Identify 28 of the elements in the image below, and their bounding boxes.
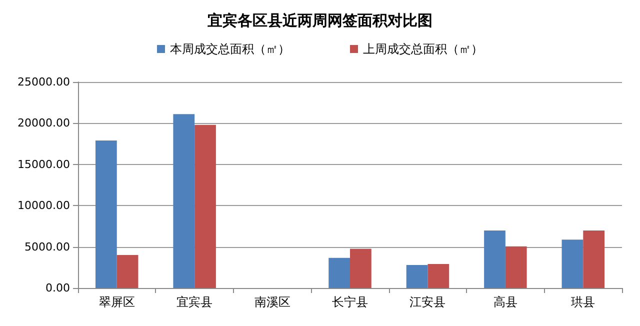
x-tick-label: 南溪区	[254, 295, 290, 309]
x-tick-label: 江安县	[410, 295, 446, 309]
bar	[406, 265, 428, 288]
legend-label: 本周成交总面积（㎡）	[170, 42, 290, 56]
chart-title: 宜宾各区县近两周网签面积对比图	[208, 12, 432, 30]
bar	[194, 124, 216, 288]
y-tick-label: 25000.00	[18, 76, 70, 88]
bar	[95, 140, 117, 288]
bar	[562, 240, 584, 288]
y-tick-label: 15000.00	[18, 158, 70, 171]
x-tick-label: 珙县	[571, 295, 596, 309]
bar	[116, 255, 138, 288]
x-tick-label: 宜宾县	[176, 295, 213, 309]
bar	[505, 246, 527, 288]
y-tick-label: 10000.00	[18, 199, 70, 212]
x-tick-label: 长宁县	[332, 295, 368, 309]
legend-label: 上周成交总面积（㎡）	[363, 42, 483, 56]
bar	[173, 114, 195, 288]
x-tick-label: 翠屏区	[98, 295, 135, 309]
y-tick-label: 20000.00	[18, 116, 70, 130]
y-tick-label: 5000.00	[24, 240, 70, 254]
bar	[583, 230, 605, 288]
bar	[484, 230, 506, 288]
bar	[428, 264, 450, 288]
bar	[328, 258, 350, 288]
bar	[350, 248, 372, 288]
x-tick-label: 高县	[493, 295, 518, 309]
y-tick-label: 0.00	[46, 282, 70, 294]
